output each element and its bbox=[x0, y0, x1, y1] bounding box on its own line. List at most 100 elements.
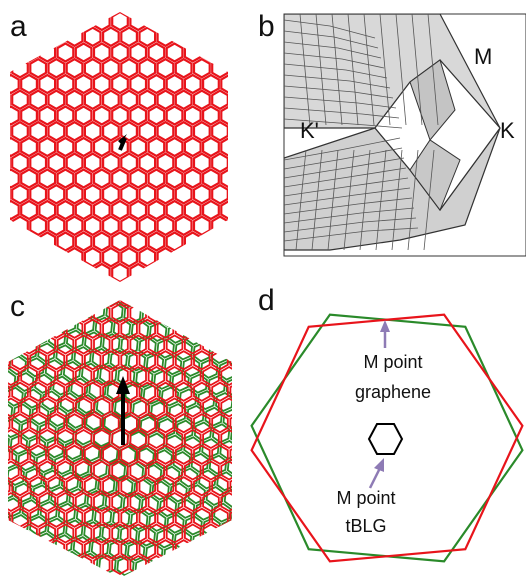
lattice-cell bbox=[102, 539, 120, 560]
lattice-cell bbox=[217, 550, 232, 571]
lattice-cell bbox=[163, 355, 183, 376]
lattice-cell bbox=[8, 428, 20, 450]
lattice-cell bbox=[8, 413, 11, 434]
lattice-cell bbox=[65, 278, 84, 282]
lattice-cell bbox=[156, 120, 175, 142]
lattice-cell bbox=[83, 246, 102, 268]
lattice-cell bbox=[193, 539, 211, 560]
lattice-cell bbox=[65, 476, 84, 497]
lattice-cell bbox=[74, 136, 93, 158]
lattice-cell bbox=[38, 231, 57, 252]
lattice-cell bbox=[8, 418, 21, 439]
lattice-cell bbox=[211, 413, 229, 434]
lattice-cell bbox=[165, 12, 184, 32]
lattice-cell bbox=[56, 460, 75, 481]
lattice-cell bbox=[74, 262, 93, 282]
lattice-cell bbox=[8, 397, 20, 418]
lattice-cell bbox=[74, 365, 93, 387]
lattice-cell bbox=[74, 428, 93, 450]
lattice-cell bbox=[8, 350, 11, 371]
lattice-cell bbox=[203, 327, 222, 348]
lattice-cell bbox=[193, 381, 211, 402]
lattice-cell bbox=[147, 42, 166, 63]
lattice-cell bbox=[147, 334, 166, 355]
lattice-cell bbox=[206, 565, 226, 578]
lattice-cell bbox=[230, 248, 246, 266]
lattice-cell bbox=[65, 300, 84, 308]
lattice-cell bbox=[65, 215, 84, 237]
lattice-cell bbox=[183, 199, 202, 221]
lattice-cell bbox=[229, 350, 232, 371]
lattice-cell bbox=[38, 365, 56, 387]
lattice-cell bbox=[8, 365, 20, 387]
lattice-cell bbox=[138, 215, 157, 237]
lattice-cell bbox=[209, 533, 229, 554]
lattice-cell bbox=[127, 351, 147, 372]
lattice-cell bbox=[10, 26, 11, 48]
lattice-cell bbox=[174, 120, 193, 142]
lattice-cell bbox=[56, 73, 75, 95]
lattice-cell bbox=[165, 199, 184, 221]
lattice-cell bbox=[11, 350, 29, 371]
lattice-cell bbox=[148, 511, 167, 532]
lattice-cell bbox=[220, 136, 228, 158]
lattice-cell bbox=[111, 554, 129, 576]
lattice-cell bbox=[202, 136, 220, 158]
lattice-cell bbox=[20, 136, 39, 158]
lattice-cell bbox=[29, 350, 47, 371]
lattice-cell bbox=[193, 318, 211, 339]
lattice-cell bbox=[156, 57, 175, 79]
panel-letter-a: a bbox=[10, 10, 27, 43]
lattice-cell bbox=[159, 307, 178, 328]
lattice-cell bbox=[138, 12, 157, 16]
lattice-cell bbox=[187, 484, 206, 505]
lattice-cell bbox=[92, 42, 111, 63]
lattice-cell bbox=[83, 120, 102, 142]
lattice-cell bbox=[56, 365, 75, 387]
lattice-cell bbox=[138, 278, 157, 282]
lattice-cell bbox=[56, 231, 75, 252]
lattice-cell bbox=[176, 498, 196, 519]
lattice-cell bbox=[174, 152, 193, 174]
lattice-cell bbox=[29, 152, 48, 174]
lattice-cell bbox=[15, 561, 34, 578]
lattice-cell bbox=[171, 371, 190, 392]
lattice-cell bbox=[11, 57, 29, 79]
lattice-cell bbox=[65, 152, 84, 174]
lattice-cell bbox=[129, 334, 147, 355]
surface-mesh-line bbox=[395, 14, 407, 126]
lattice-cell bbox=[230, 122, 246, 140]
lattice-cell bbox=[11, 539, 29, 560]
lattice-cell bbox=[56, 199, 75, 221]
lattice-cell bbox=[65, 507, 84, 528]
lattice-cell bbox=[83, 183, 102, 205]
lattice-cell bbox=[10, 262, 20, 282]
lattice-cell bbox=[224, 567, 232, 578]
lattice-cell bbox=[138, 539, 157, 560]
lattice-cell bbox=[20, 397, 38, 418]
surface-mesh-line bbox=[284, 227, 419, 242]
lattice-cell bbox=[147, 491, 166, 513]
lattice-cell bbox=[38, 199, 57, 221]
lattice-cell bbox=[29, 413, 47, 434]
lattice-cell bbox=[211, 444, 229, 465]
lattice-cell bbox=[174, 444, 193, 465]
lattice-cell bbox=[230, 59, 246, 77]
lattice-cell bbox=[111, 231, 129, 252]
lattice-cell bbox=[138, 120, 157, 142]
lattice-cell bbox=[202, 460, 220, 481]
lattice-cell bbox=[202, 365, 220, 387]
lattice-cell bbox=[47, 89, 66, 111]
lattice-cell bbox=[183, 491, 202, 513]
lattice-cell bbox=[174, 57, 193, 79]
lattice-cell bbox=[8, 476, 11, 497]
lattice-cell bbox=[29, 300, 47, 308]
lattice-cell bbox=[101, 522, 120, 544]
lattice-cell bbox=[11, 152, 29, 174]
lattice-cell bbox=[220, 334, 232, 355]
lattice-cell bbox=[47, 152, 66, 174]
lattice-cell bbox=[74, 73, 93, 95]
lattice-cell bbox=[8, 539, 11, 560]
lattice-cell bbox=[138, 336, 157, 357]
